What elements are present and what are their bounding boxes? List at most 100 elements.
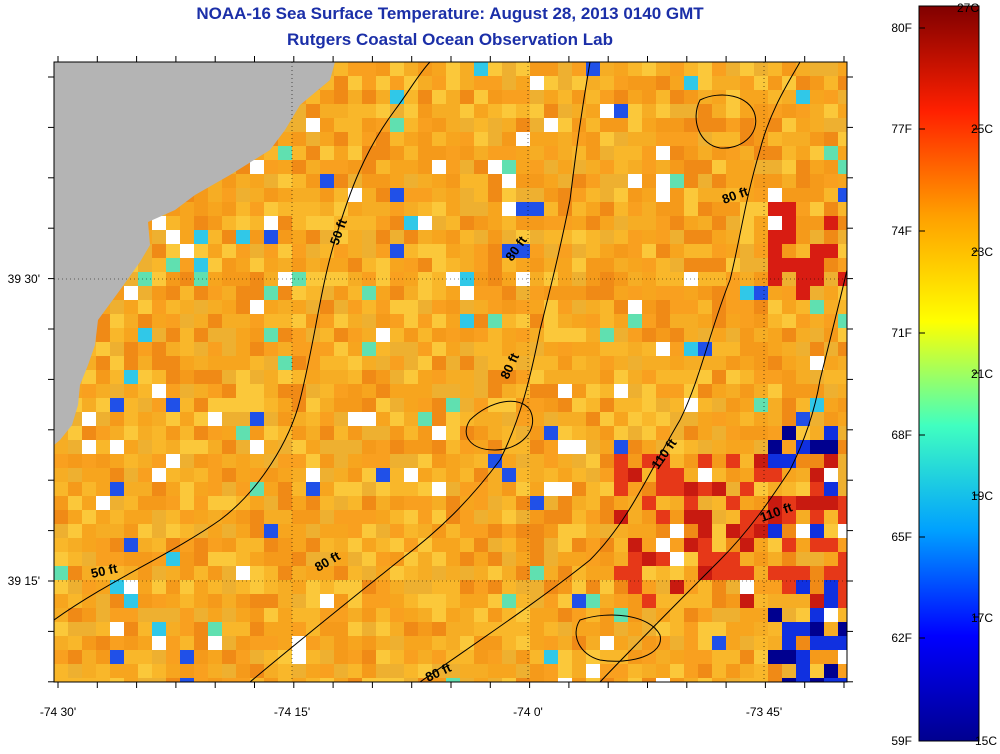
sst-pixel [390,244,404,258]
sst-pixel [362,244,376,258]
sst-pixel [166,510,180,524]
sst-pixel [796,216,810,230]
sst-pixel [278,286,292,300]
sst-pixel [68,454,82,468]
sst-pixel [768,342,782,356]
sst-pixel [278,650,292,664]
sst-pixel [404,286,418,300]
sst-pixel [600,230,614,244]
sst-pixel [152,328,166,342]
sst-pixel [68,664,82,678]
sst-pixel [488,678,502,682]
sst-pixel [740,412,754,426]
sst-pixel [250,510,264,524]
sst-pixel [768,160,782,174]
sst-pixel [68,636,82,650]
sst-pixel [404,468,418,482]
sst-pixel [810,370,824,384]
sst-pixel [502,650,516,664]
sst-pixel [460,678,474,682]
sst-pixel [768,146,782,160]
sst-pixel [516,104,530,118]
sst-pixel [754,118,768,132]
sst-pixel [670,258,684,272]
sst-pixel [250,650,264,664]
sst-pixel [572,314,586,328]
sst-pixel [586,216,600,230]
sst-pixel [544,160,558,174]
sst-pixel [684,426,698,440]
map-subtitle: Rutgers Coastal Ocean Observation Lab [287,30,613,49]
sst-pixel [194,468,208,482]
sst-pixel [418,524,432,538]
sst-pixel [768,650,782,664]
sst-pixel [306,426,320,440]
sst-pixel [82,678,96,682]
sst-pixel [320,384,334,398]
sst-pixel [390,650,404,664]
sst-pixel [236,454,250,468]
sst-pixel [348,552,362,566]
sst-pixel [838,454,847,468]
sst-pixel [110,384,124,398]
sst-pixel [180,566,194,580]
y-tick-label: 39 15' [8,574,40,588]
sst-pixel [544,412,558,426]
sst-pixel [838,342,847,356]
sst-pixel [292,608,306,622]
sst-pixel [754,104,768,118]
sst-pixel [740,146,754,160]
sst-pixel [432,160,446,174]
sst-pixel [110,566,124,580]
sst-pixel [824,146,838,160]
sst-pixel [796,118,810,132]
sst-pixel [768,524,782,538]
sst-pixel [208,300,222,314]
sst-pixel [250,300,264,314]
sst-pixel [180,510,194,524]
sst-pixel [166,468,180,482]
sst-pixel [404,356,418,370]
sst-pixel [264,510,278,524]
sst-pixel [334,538,348,552]
sst-pixel [82,370,96,384]
sst-pixel [138,328,152,342]
sst-pixel [138,314,152,328]
sst-pixel [334,258,348,272]
fahrenheit-label: 80F [891,21,912,35]
sst-pixel [278,188,292,202]
celsius-label: 15C [975,734,997,748]
sst-pixel [782,510,796,524]
sst-pixel [376,146,390,160]
sst-pixel [712,622,726,636]
sst-pixel [558,510,572,524]
x-tick-label: -74 0' [513,705,543,719]
sst-pixel [684,258,698,272]
sst-pixel [390,664,404,678]
sst-pixel [418,650,432,664]
sst-pixel [152,216,166,230]
sst-pixel [96,384,110,398]
sst-pixel [250,286,264,300]
sst-pixel [362,454,376,468]
sst-pixel [726,342,740,356]
sst-pixel [796,566,810,580]
sst-pixel [600,300,614,314]
sst-pixel [320,202,334,216]
sst-pixel [166,258,180,272]
sst-pixel [558,146,572,160]
fahrenheit-label: 59F [891,734,912,748]
sst-pixel [54,468,68,482]
sst-pixel [754,468,768,482]
sst-pixel [684,160,698,174]
sst-pixel [376,188,390,202]
sst-pixel [656,398,670,412]
sst-pixel [236,370,250,384]
sst-pixel [250,580,264,594]
sst-pixel [698,678,712,682]
sst-pixel [362,608,376,622]
sst-pixel [348,160,362,174]
sst-pixel [208,356,222,370]
sst-pixel [432,454,446,468]
sst-pixel [138,524,152,538]
